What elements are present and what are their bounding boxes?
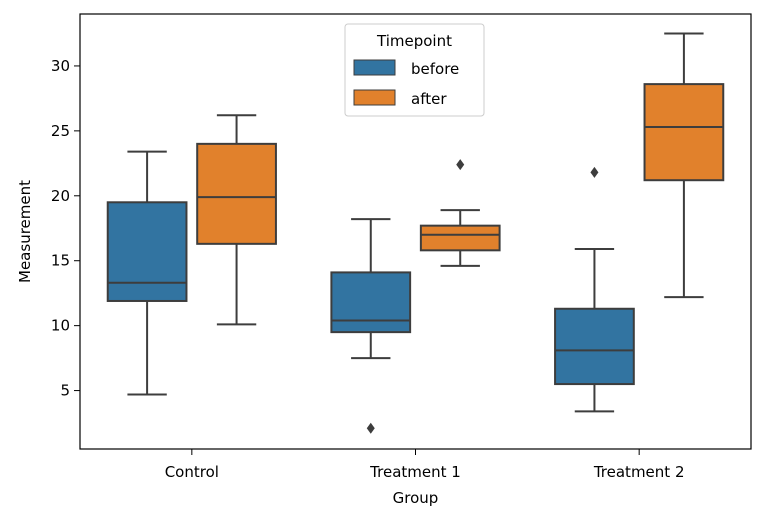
x-tick-label: Treatment 2 (593, 463, 685, 481)
box-iqr (196, 142, 277, 245)
outlier-point (366, 422, 375, 434)
y-axis: 5 10 15 20 25 30 (51, 57, 80, 400)
x-axis-label: Group (393, 489, 439, 507)
y-tick-label: 10 (51, 317, 70, 335)
box-iqr (643, 83, 725, 182)
y-axis-label: Measurement (16, 180, 34, 283)
box-iqr (106, 201, 188, 302)
y-tick-label: 25 (51, 122, 70, 140)
legend-swatch-after (353, 89, 396, 106)
y-tick-label: 20 (51, 187, 70, 205)
box-before (106, 150, 188, 396)
box-after (643, 32, 725, 299)
y-tick-label: 5 (60, 382, 70, 400)
legend-swatch-before (353, 59, 396, 76)
box-after (419, 159, 501, 267)
y-tick-label: 30 (51, 57, 70, 75)
y-tick-label: 15 (51, 252, 70, 270)
legend-label-after: after (411, 90, 447, 108)
legend: Timepoint before after (344, 23, 485, 117)
box-iqr (419, 224, 501, 252)
legend-title: Timepoint (376, 32, 452, 50)
outlier-point (456, 159, 465, 171)
box-after (196, 114, 277, 326)
box-before (554, 166, 635, 413)
box-before (330, 218, 412, 434)
box-layer (106, 32, 725, 434)
legend-label-before: before (411, 60, 459, 78)
x-tick-label: Control (165, 463, 219, 481)
x-tick-label: Treatment 1 (369, 463, 461, 481)
outlier-point (590, 166, 599, 178)
x-axis: Control Treatment 1 Treatment 2 (165, 449, 685, 481)
box-iqr (330, 271, 412, 334)
box-iqr (554, 307, 635, 386)
